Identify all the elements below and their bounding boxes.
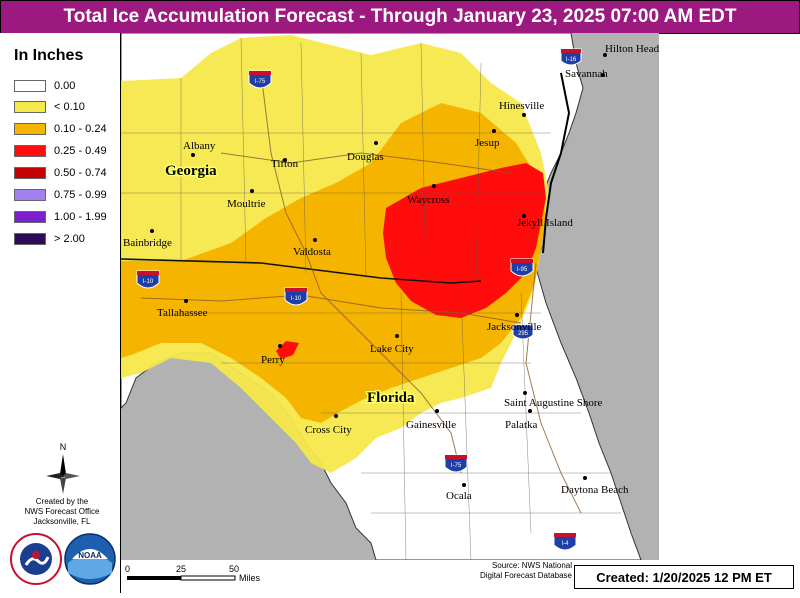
legend-item: < 0.10	[14, 100, 85, 114]
city-label: Jekyll Island	[517, 217, 573, 229]
legend-swatch	[14, 80, 46, 92]
state-label-florida: Florida	[367, 390, 415, 406]
city-label: Ocala	[446, 490, 472, 502]
legend-swatch	[14, 167, 46, 179]
legend-label: 0.25 - 0.49	[54, 145, 107, 157]
county-lines	[121, 37, 621, 560]
legend-swatch	[14, 145, 46, 157]
city-label: Jesup	[475, 137, 500, 149]
highway-label: I-10	[143, 279, 154, 285]
compass-icon: N	[46, 442, 80, 494]
credit-line: Jacksonville, FL	[33, 517, 91, 526]
legend-swatch	[14, 233, 46, 245]
city-label: Tifton	[271, 158, 299, 170]
legend-item: 1.00 - 1.99	[14, 210, 107, 224]
source-line: Source: NWS National	[491, 561, 572, 570]
highway-label: 295	[518, 331, 529, 337]
city-label: Tallahassee	[157, 307, 208, 319]
city-label: Bainbridge	[123, 237, 172, 249]
highway-shield-i10-west: I-10	[136, 270, 160, 289]
ice-zone-orange	[121, 103, 546, 423]
compass-label: N	[60, 442, 67, 452]
legend-label: 0.10 - 0.24	[54, 123, 107, 135]
city-label: Cross City	[305, 424, 352, 436]
legend-item: 0.75 - 0.99	[14, 188, 107, 202]
city-dots	[150, 53, 607, 487]
legend-label: 0.75 - 0.99	[54, 189, 107, 201]
scale-bar: 0 25 50 Miles	[121, 560, 461, 593]
noaa-logo-icon: NOAA	[64, 533, 116, 585]
scale-unit: Miles	[239, 573, 261, 583]
created-label: Created: 1/20/2025 12 PM ET	[596, 569, 772, 585]
credit-line: Created by the	[35, 497, 89, 506]
city-label: Hilton Head Island	[605, 43, 659, 55]
credit-line: NWS Forecast Office	[24, 507, 100, 516]
city-label: Perry	[261, 354, 285, 366]
scale-bar-graphic: 0 25 50 Miles	[125, 564, 261, 583]
roads	[140, 72, 582, 514]
city-label: Douglas	[347, 151, 384, 163]
created-timestamp: Created: 1/20/2025 12 PM ET	[574, 565, 794, 589]
legend-item: > 2.00	[14, 232, 85, 246]
source-line: Digital Forecast Database	[479, 571, 572, 580]
noaa-logo-text: NOAA	[78, 551, 102, 560]
map-area: I-75 I-16 I-10 I-10 I-95 295	[121, 33, 659, 560]
city-label: Daytona Beach	[561, 484, 629, 496]
legend-item: 0.10 - 0.24	[14, 122, 107, 136]
legend-swatch	[14, 211, 46, 223]
highway-label: I-95	[517, 267, 528, 273]
city-label: Valdosta	[293, 246, 331, 258]
legend-item: 0.25 - 0.49	[14, 144, 107, 158]
scale-tick-label: 0	[125, 564, 130, 574]
legend-panel: In Inches 0.00 < 0.10 0.10 - 0.24 0.25 -…	[0, 33, 121, 593]
highway-shield-i95: I-95	[510, 258, 534, 277]
state-boundary	[121, 258, 482, 284]
scale-tick-label: 50	[229, 564, 239, 574]
state-label-georgia: Georgia	[165, 163, 217, 179]
highway-shield-i75-north: I-75	[248, 70, 272, 89]
legend-label: 0.00	[54, 80, 76, 92]
city-label: Savannah	[565, 68, 608, 80]
city-label: Palatka	[505, 419, 537, 431]
city-label: Hinesville	[499, 100, 544, 112]
highway-shield-i10-east: I-10	[284, 287, 308, 306]
legend-title: In Inches	[14, 47, 84, 64]
highway-shield-i295: 295	[512, 324, 534, 340]
highway-label: I-75	[451, 463, 462, 469]
highway-label: I-16	[566, 57, 577, 63]
scale-tick-label: 25	[176, 564, 186, 574]
legend-label: 0.50 - 0.74	[54, 167, 107, 179]
coastline-islands	[542, 72, 571, 254]
legend-item: 0.00	[14, 79, 75, 93]
city-label: Saint Augustine Shore	[504, 397, 603, 409]
nws-logo-icon	[10, 533, 62, 585]
ice-zone-red	[383, 163, 546, 318]
highway-label: I-4	[561, 541, 569, 547]
city-label: Moultrie	[227, 198, 266, 210]
highway-label: I-75	[255, 79, 266, 85]
legend-swatch	[14, 189, 46, 201]
legend-label: > 2.00	[54, 233, 85, 245]
highway-shield-i4: I-4	[553, 532, 577, 551]
legend-label: 1.00 - 1.99	[54, 211, 107, 223]
credit-text: Created by the NWS Forecast Office Jacks…	[10, 497, 114, 527]
highway-shield-i75-south: I-75	[444, 454, 468, 473]
legend-swatch	[14, 101, 46, 113]
city-label: Jacksonville	[487, 321, 541, 333]
legend-swatch	[14, 123, 46, 135]
city-label: Lake City	[370, 343, 414, 355]
map-canvas: I-75 I-16 I-10 I-10 I-95 295	[121, 33, 659, 560]
title-bar: Total Ice Accumulation Forecast - Throug…	[0, 0, 800, 34]
city-label: Waycross	[407, 194, 450, 206]
highway-label: I-10	[291, 296, 302, 302]
source-text: Source: NWS National Digital Forecast Da…	[462, 561, 572, 591]
city-label: Albany	[183, 140, 216, 152]
legend-label: < 0.10	[54, 101, 85, 113]
highway-shield-i16: I-16	[560, 48, 582, 66]
legend-item: 0.50 - 0.74	[14, 166, 107, 180]
map-title: Total Ice Accumulation Forecast - Throug…	[63, 6, 737, 27]
city-label: Gainesville	[406, 419, 456, 431]
